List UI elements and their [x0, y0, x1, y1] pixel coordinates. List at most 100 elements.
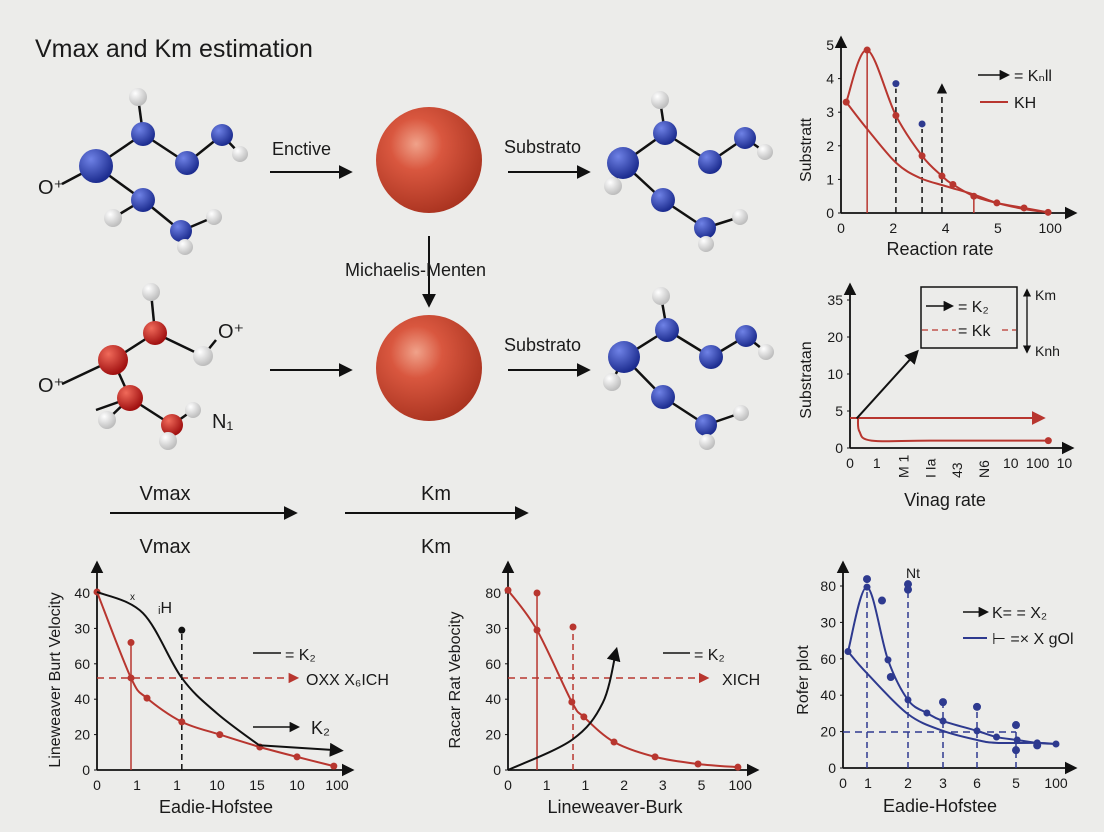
- hline-label: XICH: [722, 672, 760, 689]
- x-tick-label: 2: [889, 220, 897, 236]
- annotation: Nt: [906, 565, 920, 581]
- scatter-point: [973, 702, 981, 711]
- y-tick-label: 0: [493, 762, 501, 778]
- x-tick-label: 0: [93, 777, 101, 793]
- legend-label-bg: [956, 321, 1002, 338]
- hydrogen-atom: [206, 209, 222, 225]
- y-axis-label: Rofer plot: [795, 645, 812, 715]
- scatter-point: [1012, 721, 1020, 730]
- hydrogen-atom: [733, 405, 749, 421]
- series-line-2: [855, 349, 919, 420]
- x-tick-label: 10: [1057, 455, 1073, 471]
- y-tick-label: 60: [485, 656, 501, 672]
- legend-label: K= = X₂: [992, 605, 1047, 622]
- y-tick-label: 35: [827, 292, 843, 308]
- km-label: Km: [421, 483, 451, 505]
- vmax-label: Vmax: [139, 536, 190, 558]
- x-tick-label: 6: [973, 775, 981, 791]
- data-point: [923, 709, 931, 717]
- atom: [131, 122, 155, 146]
- y-tick-label: 0: [82, 762, 90, 778]
- hydrogen-atom: [603, 373, 621, 391]
- data-point: [127, 674, 135, 682]
- y-tick-label: 0: [828, 760, 836, 776]
- y-tick-label: 40: [74, 691, 90, 707]
- y-tick-label: 40: [74, 585, 90, 601]
- data-point: [938, 172, 946, 180]
- data-point: [918, 152, 926, 160]
- series-line-1: [845, 101, 1049, 214]
- x-tick-label: 4: [942, 220, 950, 236]
- data-point: [651, 753, 659, 761]
- y-axis-label: Racar Rat Vebocity: [447, 612, 464, 749]
- series-line-1: [856, 417, 1049, 443]
- data-point: [504, 586, 512, 594]
- y-axis-label: Lineweaver Burt Velocity: [47, 592, 64, 767]
- data-point: [610, 738, 618, 746]
- x-tick-label: 1: [133, 777, 141, 793]
- y-tick-label: 5: [826, 37, 834, 53]
- arrow-label-enctive: Enctive: [272, 139, 331, 159]
- x-tick-label: 100: [1039, 220, 1063, 236]
- atom-label-n1: N₁: [212, 411, 233, 433]
- y-tick-label: 3: [826, 104, 834, 120]
- x-tick-label: I Ia: [922, 458, 938, 478]
- annotation: ᵢH: [158, 600, 172, 617]
- y-tick-label: 30: [485, 620, 501, 636]
- scatter-point: [1033, 741, 1042, 750]
- x-axis-label: Reaction rate: [886, 239, 993, 259]
- data-point: [568, 698, 576, 706]
- x-axis-label: Lineweaver-Burk: [547, 797, 683, 817]
- hydrogen-atom: [732, 209, 748, 225]
- y-axis-label: Substratt: [798, 117, 815, 182]
- x-tick-label: 1: [173, 777, 181, 793]
- atom: [698, 150, 722, 174]
- atom: [653, 121, 677, 145]
- y-tick-label: 1: [826, 171, 834, 187]
- data-point: [1013, 736, 1021, 744]
- enzyme-sphere: [376, 315, 482, 421]
- y-tick-label: 4: [826, 71, 834, 87]
- y-tick-label: 60: [74, 656, 90, 672]
- legend-label: = K₂: [285, 647, 316, 664]
- x-tick-label: 100: [1044, 775, 1068, 791]
- scatter-point: [878, 596, 886, 605]
- data-point: [694, 760, 702, 768]
- atom: [117, 385, 143, 411]
- km-label: Km: [421, 536, 451, 558]
- arrow-label-substrato: Substrato: [504, 137, 581, 157]
- vmax-label: Vmax: [139, 483, 190, 505]
- atom: [655, 318, 679, 342]
- atom: [734, 127, 756, 149]
- x-tick-label: 100: [729, 777, 753, 793]
- x-tick-label: 2: [620, 777, 628, 793]
- x-tick-label: 2: [904, 775, 912, 791]
- x-tick-label: 5: [1012, 775, 1020, 791]
- y-tick-label: 80: [485, 585, 501, 601]
- y-tick-label: 20: [827, 329, 843, 345]
- x-tick-label: 10: [209, 777, 225, 793]
- hydrogen-atom: [652, 287, 670, 305]
- x-tick-label: 43: [949, 462, 965, 478]
- x-tick-label: 0: [837, 220, 845, 236]
- legend-label: = K₂: [694, 647, 725, 664]
- hydrogen-atom: [232, 146, 248, 162]
- y-tick-label: 20: [485, 727, 501, 743]
- data-point: [1044, 437, 1052, 445]
- data-point: [533, 626, 541, 634]
- scatter-point: [886, 673, 895, 681]
- legend-label: = K₂: [958, 299, 989, 316]
- legend-label: = Kₙll: [1014, 68, 1052, 85]
- x-axis-label: Vinag rate: [904, 490, 986, 510]
- hydrogen-atom: [651, 91, 669, 109]
- atom: [175, 151, 199, 175]
- data-point: [293, 753, 301, 761]
- data-point: [178, 718, 186, 726]
- data-point: [143, 694, 151, 702]
- hydrogen-atom: [177, 239, 193, 255]
- x-tick-label: 1: [864, 775, 872, 791]
- y-tick-label: 0: [835, 440, 843, 456]
- x-tick-label: 100: [1026, 455, 1050, 471]
- hydrogen-atom: [698, 236, 714, 252]
- atom: [170, 220, 192, 242]
